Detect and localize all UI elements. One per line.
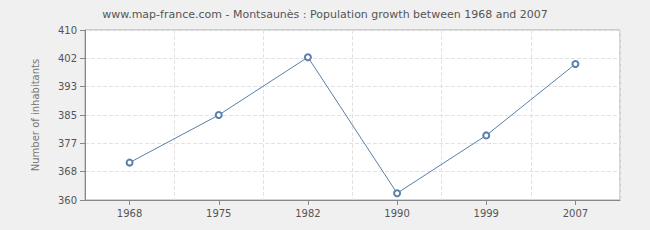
svg-text:410: 410 [58,25,77,36]
svg-text:Number of inhabitants: Number of inhabitants [30,59,41,171]
svg-text:1990: 1990 [384,208,409,219]
svg-text:1982: 1982 [295,208,320,219]
svg-text:1968: 1968 [117,208,142,219]
svg-text:2007: 2007 [563,208,588,219]
svg-text:385: 385 [58,110,77,121]
svg-text:www.map-france.com - Montsaunè: www.map-france.com - Montsaunès : Popula… [102,8,548,21]
svg-text:393: 393 [58,81,77,92]
svg-text:360: 360 [58,195,77,206]
svg-text:402: 402 [58,53,77,64]
svg-text:368: 368 [58,166,77,177]
svg-text:377: 377 [58,138,77,149]
svg-text:1999: 1999 [474,208,499,219]
svg-text:1975: 1975 [206,208,231,219]
